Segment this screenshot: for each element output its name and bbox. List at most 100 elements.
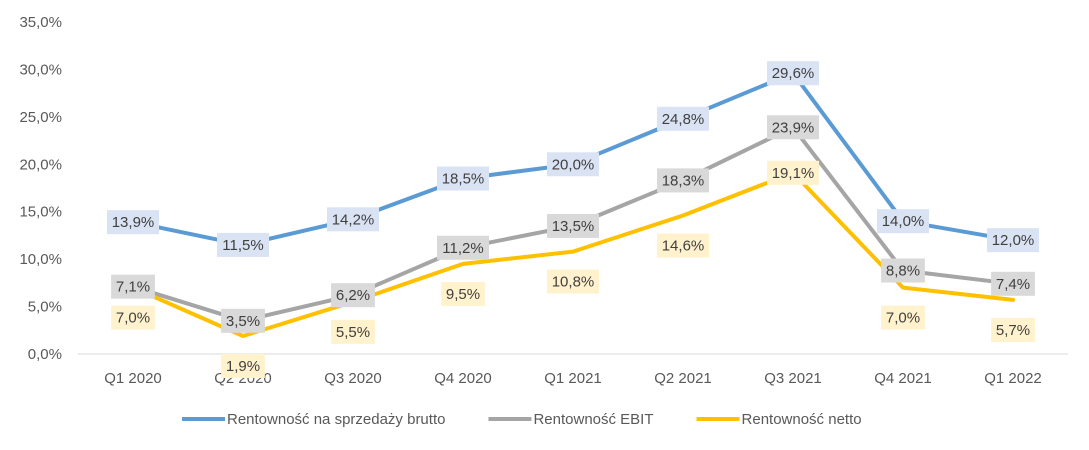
data-label-box (991, 271, 1035, 296)
data-label-text: 10,8% (552, 274, 595, 291)
legend-item-1: Rentowność na sprzedaży brutto (182, 411, 445, 428)
legend-label: Rentowność EBIT (533, 411, 653, 428)
data-label: 9,5% (441, 281, 485, 306)
lines-layer (131, 71, 1015, 338)
data-label-text: 11,5% (222, 237, 263, 254)
data-label: 13,9% (107, 210, 159, 235)
data-label-box (221, 353, 265, 378)
data-label: 7,1% (111, 274, 155, 299)
data-label-box (331, 319, 375, 344)
x-tick-label: Q1 2022 (984, 370, 1042, 387)
y-tick-label: 25,0% (19, 109, 62, 126)
data-label-box (107, 210, 159, 235)
data-label-text: 29,6% (772, 65, 815, 82)
x-tick-label: Q1 2021 (544, 370, 602, 387)
data-label-box (437, 166, 489, 191)
data-label-box (111, 305, 155, 330)
data-label: 18,5% (437, 166, 489, 191)
data-label-box (657, 106, 709, 131)
x-tick-label: Q2 2021 (654, 370, 712, 387)
legend-label: Rentowność na sprzedaży brutto (227, 411, 445, 428)
data-label: 3,5% (221, 308, 265, 333)
data-label-text: 7,1% (116, 279, 150, 296)
y-tick-label: 30,0% (19, 61, 62, 78)
data-label-text: 19,1% (772, 165, 815, 182)
data-label: 10,8% (547, 269, 599, 294)
data-label-text: 24,8% (662, 111, 705, 128)
data-label: 29,6% (767, 61, 819, 86)
data-label: 14,2% (327, 207, 379, 232)
x-tick-label: Q4 2020 (434, 370, 492, 387)
data-label: 24,8% (657, 106, 709, 131)
data-label-box (767, 61, 819, 86)
y-tick-label: 5,0% (28, 299, 62, 316)
y-tick-label: 0,0% (28, 346, 62, 363)
data-label: 14,0% (877, 209, 929, 234)
data-label-text: 7,0% (116, 310, 150, 327)
data-label-box (881, 305, 925, 330)
legend-item-2: Rentowność EBIT (488, 411, 654, 428)
data-label-text: 8,8% (886, 263, 920, 280)
data-label: 7,0% (881, 305, 925, 330)
data-label-text: 14,0% (882, 213, 925, 230)
data-label-box (657, 233, 709, 258)
data-label-box (437, 235, 489, 260)
data-label: 14,6% (657, 233, 709, 258)
data-label-box (877, 209, 929, 234)
data-label-text: 9,5% (446, 286, 480, 303)
data-label-text: 5,7% (996, 322, 1030, 339)
data-label: 20,0% (547, 152, 599, 177)
data-label-box (991, 317, 1035, 342)
data-label: 23,9% (767, 115, 819, 140)
data-label: 5,5% (331, 319, 375, 344)
data-label: 7,4% (991, 271, 1035, 296)
x-tick-label: Q3 2020 (324, 370, 382, 387)
data-label-text: 20,0% (552, 156, 595, 173)
y-tick-label: 15,0% (19, 204, 62, 221)
data-label-text: 18,3% (662, 172, 705, 189)
data-label-box (441, 281, 485, 306)
data-label-text: 14,6% (662, 238, 705, 255)
data-label-text: 23,9% (772, 119, 815, 136)
data-label: 1,9% (221, 353, 265, 378)
data-label-box (331, 283, 375, 308)
data-label-text: 7,4% (996, 276, 1030, 293)
data-label: 11,2% (437, 235, 489, 260)
data-label-text: 13,5% (552, 218, 595, 235)
x-tick-label: Q4 2021 (874, 370, 932, 387)
data-label: 13,5% (547, 213, 599, 238)
data-label-box (987, 228, 1039, 253)
data-label-text: 5,5% (336, 324, 370, 341)
data-label: 11,5% (217, 232, 269, 257)
data-label-text: 6,2% (336, 287, 370, 304)
data-label-box (767, 160, 819, 185)
data-label-box (111, 274, 155, 299)
legend-label: Rentowność netto (742, 411, 862, 428)
data-label: 18,3% (657, 168, 709, 193)
data-label: 5,7% (991, 317, 1035, 342)
data-label-box (657, 168, 709, 193)
data-label: 12,0% (987, 228, 1039, 253)
data-label-text: 1,9% (226, 358, 260, 375)
data-label-box (547, 269, 599, 294)
data-label-box (767, 115, 819, 140)
data-label-box (547, 152, 599, 177)
data-label: 7,0% (111, 305, 155, 330)
data-label-box (327, 207, 379, 232)
data-labels-layer: 13,9% 11,5% 14,2% 18,5% 20,0% 24,8% 29,6% 14,0%… (107, 61, 1039, 378)
data-label-box (217, 232, 269, 257)
data-label-text: 3,5% (226, 313, 260, 330)
y-tick-label: 10,0% (19, 251, 62, 268)
data-label-box (881, 258, 925, 283)
data-label: 6,2% (331, 283, 375, 308)
data-label-text: 12,0% (992, 232, 1035, 249)
data-label-text: 13,9% (112, 214, 155, 231)
legend: Rentowność na sprzedaży brutto Rentowność… (182, 411, 862, 428)
legend-item-3: Rentowność netto (696, 411, 862, 428)
data-label-text: 7,0% (886, 310, 920, 327)
data-label: 8,8% (881, 258, 925, 283)
data-label-box (547, 213, 599, 238)
y-tick-label: 20,0% (19, 156, 62, 173)
series-line-3 (131, 170, 1015, 338)
